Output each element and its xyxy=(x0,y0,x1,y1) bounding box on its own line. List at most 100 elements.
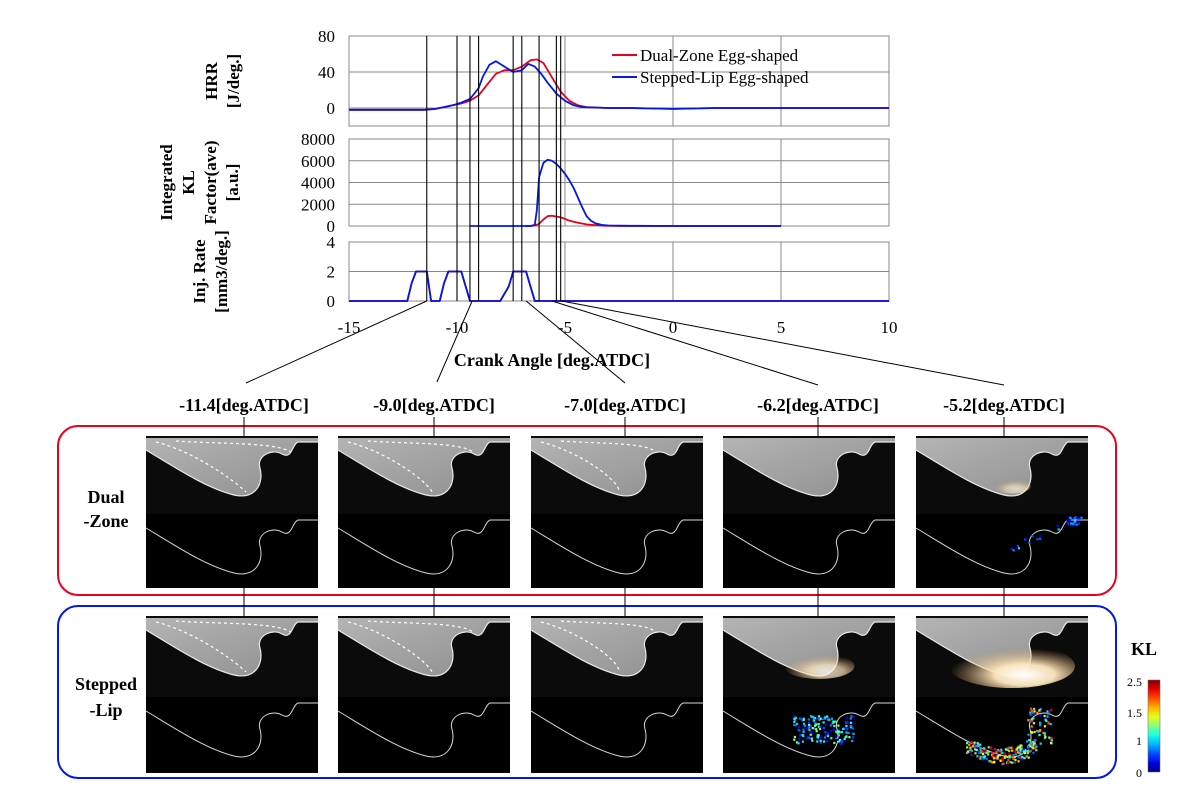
kl-pixel xyxy=(817,723,820,726)
kl-pixel xyxy=(989,746,992,749)
bowl-outline xyxy=(915,441,1088,497)
kl-pixel xyxy=(1001,763,1004,766)
bowl-outline xyxy=(530,621,703,677)
bowl-outline xyxy=(337,441,510,497)
kl-pixel xyxy=(977,744,980,747)
kl-pixel xyxy=(843,727,846,730)
kl-pixel xyxy=(1012,549,1015,552)
kl-pixel xyxy=(972,745,975,748)
kl-pixel xyxy=(851,739,854,742)
frame-stepped xyxy=(722,616,895,773)
kl-pixel xyxy=(1025,537,1028,540)
kl-pixel xyxy=(974,743,977,746)
kl-pixel xyxy=(845,724,848,728)
kl-pixel xyxy=(987,750,990,753)
kl-pixel xyxy=(1031,711,1034,714)
kl-pixel xyxy=(1019,753,1022,756)
kl-image xyxy=(531,514,703,588)
hrr-y-tick-label: 40 xyxy=(318,63,335,82)
kl-pixel xyxy=(1008,753,1011,756)
kl-pixel xyxy=(1015,546,1018,549)
kl-pixel xyxy=(852,722,855,725)
x-tick-label: 0 xyxy=(669,318,678,337)
kl-pixel xyxy=(1075,516,1079,519)
kl-pixel xyxy=(1042,731,1045,734)
kl-pixel xyxy=(1029,711,1032,714)
kl-pixel xyxy=(1037,730,1040,733)
kl-pixel xyxy=(1067,519,1070,522)
kl-pixel xyxy=(1066,523,1069,526)
kl-pixel xyxy=(819,725,822,728)
piston-bowl-region xyxy=(338,618,510,676)
bowl-outline xyxy=(915,519,1088,575)
kl-pixel xyxy=(793,715,796,718)
kl-pixel xyxy=(1012,757,1015,760)
kl-pixel xyxy=(797,742,800,745)
kl-pixel xyxy=(796,722,799,725)
kl-pixel xyxy=(998,749,1001,752)
kl-pixel xyxy=(1014,758,1017,762)
kl-pixel xyxy=(993,757,996,760)
kl-y-tick-label: 4000 xyxy=(301,174,335,193)
kl-pixel xyxy=(1032,747,1035,750)
kl-pixel xyxy=(849,721,853,724)
kl-pixel xyxy=(1003,756,1006,759)
kl-pixel xyxy=(996,749,999,752)
kl-pixel xyxy=(978,756,981,759)
x-tick-label: 5 xyxy=(777,318,786,337)
kl-image xyxy=(338,514,510,588)
kl-pixel xyxy=(1032,717,1035,720)
kl-pixel xyxy=(1020,746,1023,749)
legend: Dual-Zone Egg-shaped Stepped-Lip Egg-shap… xyxy=(612,46,809,87)
kl-pixel xyxy=(1046,715,1049,718)
kl-pixel xyxy=(824,723,827,726)
kl-pixel xyxy=(1025,755,1028,758)
kl-pixel xyxy=(1010,746,1013,749)
kl-pixel xyxy=(1033,730,1036,734)
kl-pixel xyxy=(793,720,796,723)
kl-image xyxy=(531,697,703,773)
kl-pixel xyxy=(1021,756,1024,759)
kl-pixel xyxy=(1006,755,1009,759)
row-label-stepped: Stepped xyxy=(75,674,137,694)
kl-pixel xyxy=(822,721,825,724)
kl-pixel xyxy=(807,718,810,721)
kl-pixel xyxy=(1030,718,1033,721)
kl-pixel xyxy=(1019,744,1022,747)
kl-pixel xyxy=(1033,712,1036,715)
kl-pixel xyxy=(1016,746,1019,749)
kl-pixel xyxy=(822,740,826,743)
kl-pixel xyxy=(819,741,822,744)
kl-pixel xyxy=(806,727,809,730)
kl-pixel xyxy=(1075,523,1078,526)
kl-pixel xyxy=(972,742,975,745)
kl-pixel xyxy=(1039,714,1042,717)
kl-pixel xyxy=(814,717,817,720)
frame-label: -9.0[deg.ATDC] xyxy=(373,395,495,415)
kl-pixel xyxy=(1000,749,1003,752)
kl-pixel xyxy=(798,738,801,741)
kl-pixel xyxy=(801,740,804,743)
kl-pixel xyxy=(979,743,982,746)
colorbar-tick-label: 0 xyxy=(1136,766,1142,780)
kl-pixel xyxy=(1044,735,1047,738)
kl-pixel xyxy=(1024,752,1027,755)
kl-pixel xyxy=(1013,755,1016,759)
kl-pixel xyxy=(811,727,814,730)
kl-pixel xyxy=(1017,760,1020,763)
kl-pixel xyxy=(1036,538,1039,541)
kl-pixel xyxy=(1036,711,1039,714)
x-axis: -15 -10 -5 0 5 10 Crank Angle [deg.ATDC] xyxy=(338,318,898,370)
kl-pixel xyxy=(814,724,817,727)
kl-pixel xyxy=(851,732,854,735)
kl-pixel xyxy=(981,755,984,758)
kl-pixel xyxy=(970,740,973,743)
kl-pixel xyxy=(808,723,811,726)
kl-pixel xyxy=(850,726,853,729)
kl-pixel xyxy=(1072,524,1075,527)
kl-pixel xyxy=(999,754,1002,757)
kl-pixel xyxy=(852,736,855,739)
kl-pixel xyxy=(991,761,994,764)
kl-pixel xyxy=(830,717,833,720)
